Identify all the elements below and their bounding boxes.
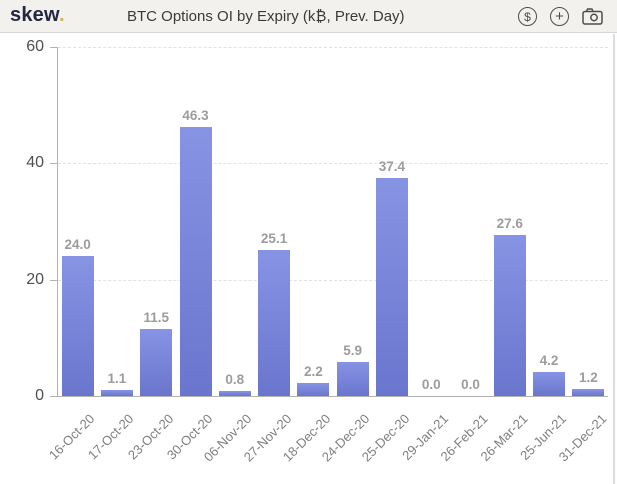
header: skew. BTC Options OI by Expiry (k₿, Prev… bbox=[0, 0, 617, 33]
y-axis-tick bbox=[50, 279, 58, 281]
bar[interactable] bbox=[140, 329, 173, 396]
bar-value-label: 1.2 bbox=[578, 370, 598, 386]
bar-value-label: 37.4 bbox=[378, 159, 406, 175]
camera-icon[interactable] bbox=[582, 8, 603, 25]
x-axis-labels: 16-Oct-20 17-Oct-20 23-Oct-20 30-Oct-20 06-N… bbox=[46, 401, 609, 481]
bar[interactable] bbox=[572, 389, 605, 396]
bar-value-label: 0.8 bbox=[225, 372, 245, 388]
gridline bbox=[58, 47, 608, 48]
bar[interactable] bbox=[493, 235, 526, 396]
bar-value-label: 11.5 bbox=[143, 310, 169, 326]
skew-logo[interactable]: skew. bbox=[10, 4, 65, 27]
bar[interactable] bbox=[179, 126, 212, 396]
y-axis-label: 60 bbox=[26, 38, 44, 55]
skew-logo-dot: . bbox=[58, 4, 65, 26]
bar[interactable] bbox=[336, 361, 369, 396]
gridline bbox=[58, 163, 608, 165]
y-axis-tick bbox=[50, 163, 58, 165]
bar[interactable] bbox=[258, 250, 291, 396]
bar-value-label: 1.1 bbox=[107, 370, 127, 386]
y-axis-tick bbox=[50, 47, 58, 48]
chart-area: 0 20 40 60 24.0 1.1 11.5 46.3 0.8 25.1 2.2 5.9 37.4 0… bbox=[0, 34, 617, 484]
bar-value-label: 27.6 bbox=[496, 216, 523, 232]
header-toolbar: $ + bbox=[518, 0, 603, 33]
plot-area: 0 20 40 60 24.0 1.1 11.5 46.3 0.8 25.1 2.2 5.9 37.4 0… bbox=[26, 38, 608, 404]
bar-value-label: 0.0 bbox=[421, 377, 441, 392]
bar[interactable] bbox=[297, 383, 330, 396]
gridline bbox=[58, 279, 608, 281]
plus-circle-icon[interactable]: + bbox=[550, 7, 569, 26]
bar[interactable] bbox=[533, 371, 566, 396]
bar[interactable] bbox=[375, 178, 408, 396]
bar-value-label: 4.2 bbox=[539, 352, 559, 368]
bar-value-label: 24.0 bbox=[64, 237, 91, 253]
dollar-circle-icon[interactable]: $ bbox=[518, 7, 537, 26]
bar-value-label: 0.0 bbox=[461, 377, 480, 392]
y-axis-label: 20 bbox=[26, 270, 44, 288]
bar[interactable] bbox=[61, 256, 94, 396]
bar-value-label: 2.2 bbox=[303, 364, 323, 380]
right-border bbox=[613, 34, 615, 484]
bar-value-label: 46.3 bbox=[182, 107, 209, 123]
bar-value-label: 5.9 bbox=[343, 342, 363, 358]
bar[interactable] bbox=[100, 389, 133, 396]
y-axis-label: 0 bbox=[35, 387, 44, 404]
page-title: BTC Options OI by Expiry (k₿, Prev. Day) bbox=[127, 8, 405, 25]
bar[interactable] bbox=[218, 391, 251, 396]
skew-logo-text: skew bbox=[10, 4, 59, 26]
y-axis-tick bbox=[50, 396, 58, 397]
bar-value-label: 25.1 bbox=[260, 231, 288, 247]
y-axis-label: 40 bbox=[26, 154, 44, 172]
